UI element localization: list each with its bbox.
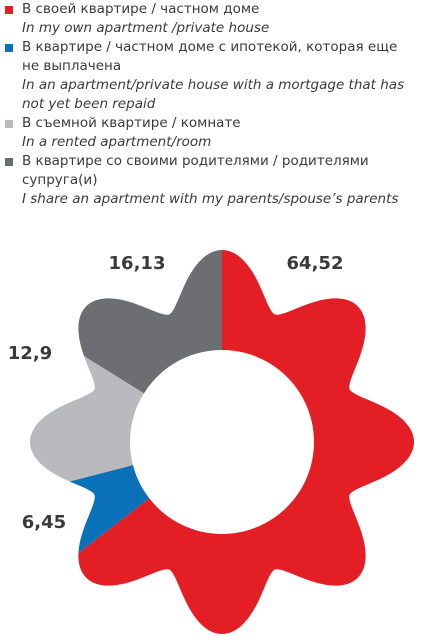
data-label: 16,13: [109, 253, 166, 274]
legend-item: В съемной квартире / комнате In a rented …: [4, 114, 416, 152]
legend-swatch: [5, 158, 13, 166]
legend-item: В своей квартире / частном доме In my own…: [4, 0, 416, 38]
legend-swatch: [5, 6, 13, 14]
legend: В своей квартире / частном доме In my own…: [4, 0, 416, 209]
data-label: 64,52: [287, 253, 344, 274]
legend-label: В съемной квартире / комнате: [22, 115, 241, 131]
legend-label: В квартире / частном доме с ипотекой, ко…: [22, 39, 398, 74]
legend-swatch: [5, 120, 13, 128]
legend-label-en: I share an apartment with my parents/spo…: [22, 191, 399, 207]
legend-label-en: In a rented apartment/room: [22, 134, 212, 150]
data-label: 6,45: [22, 512, 66, 533]
slice: [78, 250, 223, 394]
legend-item: В квартире со своими родителями / родите…: [4, 152, 416, 209]
slice: [69, 465, 150, 554]
legend-item: В квартире / частном доме с ипотекой, ко…: [4, 38, 416, 114]
slice: [30, 355, 144, 482]
legend-label-en: In an apartment/private house with a mor…: [22, 77, 405, 112]
slice: [78, 250, 414, 634]
legend-label: В квартире со своими родителями / родите…: [22, 153, 369, 188]
legend-label: В своей квартире / частном доме: [22, 1, 260, 17]
data-label: 12,9: [8, 343, 52, 364]
legend-swatch: [5, 44, 13, 52]
legend-label-en: In my own apartment /private house: [22, 20, 270, 36]
